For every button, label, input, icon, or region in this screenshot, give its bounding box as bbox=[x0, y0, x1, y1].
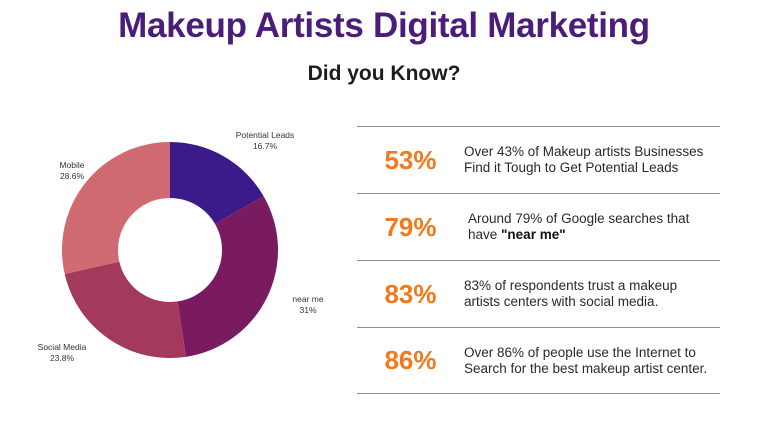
fact-text-main: 83% of respondents trust a makeup artist… bbox=[464, 278, 678, 309]
fact-text-bold: "near me" bbox=[501, 227, 566, 242]
donut-slice-potential-leads bbox=[170, 142, 264, 225]
slice-value-near-me: 31% bbox=[299, 305, 316, 315]
fact-row: 79% Around 79% of Google searches that h… bbox=[357, 193, 720, 260]
slice-value-social-media: 23.8% bbox=[50, 353, 75, 363]
fact-row: 86% Over 86% of people use the Internet … bbox=[357, 327, 720, 394]
slice-value-mobile: 28.6% bbox=[60, 171, 85, 181]
slice-label-potential-leads: Potential Leads bbox=[236, 130, 295, 140]
slice-label-social-media: Social Media bbox=[38, 342, 87, 352]
fact-row: 83% 83% of respondents trust a makeup ar… bbox=[357, 260, 720, 327]
fact-text: Over 43% of Makeup artists Businesses Fi… bbox=[464, 144, 720, 176]
facts-list: 53% Over 43% of Makeup artists Businesse… bbox=[357, 126, 720, 394]
fact-percent: 83% bbox=[384, 278, 437, 309]
donut-slice-near-me bbox=[177, 196, 278, 357]
slice-label-mobile: Mobile bbox=[59, 160, 84, 170]
donut-slice-social-media bbox=[64, 261, 186, 358]
slice-value-potential-leads: 16.7% bbox=[253, 141, 278, 151]
slice-label-near-me: near me bbox=[292, 294, 323, 304]
page-title: Makeup Artists Digital Marketing bbox=[118, 6, 650, 45]
fact-text: Over 86% of people use the Internet to S… bbox=[464, 345, 720, 377]
fact-text: 83% of respondents trust a makeup artist… bbox=[464, 278, 720, 310]
fact-row: 53% Over 43% of Makeup artists Businesse… bbox=[357, 126, 720, 193]
fact-percent: 53% bbox=[384, 144, 437, 175]
fact-text-main: Over 86% of people use the Internet to S… bbox=[464, 344, 708, 376]
donut-slice-mobile bbox=[62, 142, 170, 275]
fact-text-main: Around 79% of Google searches that have bbox=[468, 211, 690, 242]
fact-text-main: Over 43% of Makeup artists Businesses Fi… bbox=[464, 144, 704, 175]
fact-text: Around 79% of Google searches that have … bbox=[464, 211, 720, 243]
fact-percent: 86% bbox=[384, 345, 437, 375]
fact-percent: 79% bbox=[384, 211, 437, 242]
page-subtitle: Did you Know? bbox=[307, 62, 461, 85]
